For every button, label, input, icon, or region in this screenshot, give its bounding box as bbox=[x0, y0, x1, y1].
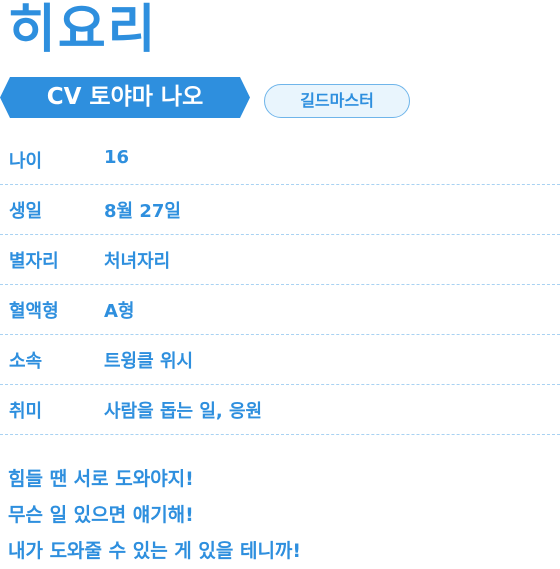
character-name: 히요리 bbox=[8, 0, 158, 60]
info-value: 사람을 돕는 일, 응원 bbox=[104, 401, 263, 422]
info-value: 16 bbox=[104, 147, 130, 168]
info-row-hobby: 취미 사람을 돕는 일, 응원 bbox=[0, 385, 560, 435]
cv-label: CV 토야마 나오 bbox=[46, 84, 204, 110]
info-label: 별자리 bbox=[9, 251, 59, 272]
info-row-affiliation: 소속 트윙클 위시 bbox=[0, 335, 560, 385]
info-label: 나이 bbox=[9, 151, 43, 172]
info-value: 트윙클 위시 bbox=[104, 351, 194, 372]
quote-line: 무슨 일 있으면 얘기해! bbox=[8, 504, 194, 526]
info-label: 생일 bbox=[9, 201, 43, 222]
info-row-birthday: 생일 8월 27일 bbox=[0, 185, 560, 235]
info-row-age: 나이 16 bbox=[0, 135, 560, 185]
quote-line: 힘들 땐 서로 도와야지! bbox=[8, 468, 194, 490]
character-quote: 힘들 땐 서로 도와야지! 무슨 일 있으면 얘기해! 내가 도와줄 수 있는 … bbox=[8, 461, 301, 569]
info-value: A형 bbox=[104, 301, 135, 322]
quote-line: 내가 도와줄 수 있는 게 있을 테니까! bbox=[8, 540, 302, 562]
role-badge: 길드마스터 bbox=[264, 84, 410, 118]
info-row-blood-type: 혈액형 A형 bbox=[0, 285, 560, 335]
cv-tag: CV 토야마 나오 bbox=[0, 77, 250, 118]
info-value: 처녀자리 bbox=[104, 251, 171, 272]
info-label: 혈액형 bbox=[9, 301, 59, 322]
info-value: 8월 27일 bbox=[104, 201, 181, 222]
info-label: 소속 bbox=[9, 351, 43, 372]
info-label: 취미 bbox=[9, 401, 43, 422]
cv-tag-shape bbox=[0, 77, 250, 118]
profile-info-table: 나이 16 생일 8월 27일 별자리 처녀자리 혈액형 A형 소속 트윙클 위… bbox=[0, 135, 560, 435]
info-row-constellation: 별자리 처녀자리 bbox=[0, 235, 560, 285]
